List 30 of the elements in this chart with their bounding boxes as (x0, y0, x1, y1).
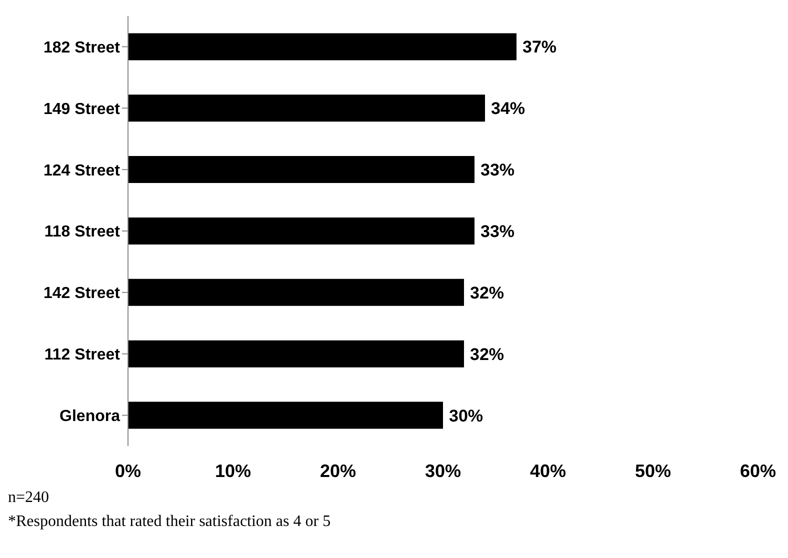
data-label: 30% (449, 406, 484, 426)
data-label: 33% (480, 222, 515, 242)
x-tick-label: 30% (424, 460, 462, 481)
data-label: 37% (522, 38, 557, 57)
bar (128, 33, 516, 60)
x-tick-label: 40% (530, 460, 566, 481)
bar (128, 278, 464, 306)
y-tick-label: 182 Street (44, 39, 121, 56)
text: n=240 (8, 488, 50, 508)
x-tick-label: 0% (114, 460, 142, 481)
data-label: 33% (480, 160, 515, 180)
y-tick-label: 124 Street (44, 162, 121, 180)
bar (128, 94, 485, 122)
y-tick-label: 149 Street (44, 100, 121, 118)
x-tick-label: 50% (634, 460, 672, 481)
data-label: 32% (470, 283, 504, 302)
bar (128, 156, 474, 184)
data-label: 32% (470, 344, 504, 364)
y-tick-label: 112 Street (44, 346, 121, 364)
data-label: 34% (491, 99, 526, 118)
bar (128, 217, 474, 244)
x-tick-label: 10% (214, 460, 252, 481)
bar (128, 402, 443, 429)
text: *Respondents that rated their satisfaction as 4 or 5 (8, 512, 332, 532)
bar (128, 340, 464, 368)
y-tick-label: Glenora (60, 408, 120, 425)
y-tick-label: 118 Street (44, 224, 121, 241)
x-tick-label: 60% (740, 460, 776, 481)
y-tick-label: 142 Street (44, 285, 121, 302)
x-tick-label: 20% (320, 460, 356, 481)
